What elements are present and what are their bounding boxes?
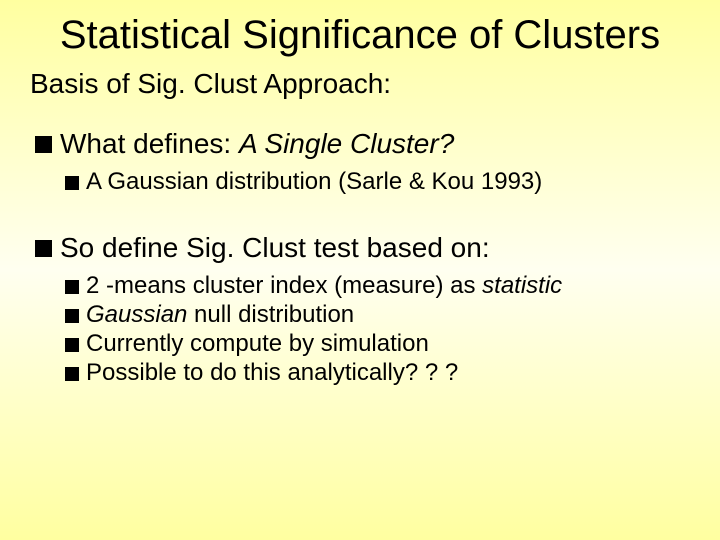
bullet-marker-icon [35, 136, 52, 153]
bullet-marker-icon [35, 240, 52, 257]
bullet-text: Gaussian null distribution [86, 301, 354, 329]
bullet-text: 2 -means cluster index (measure) as stat… [86, 272, 562, 300]
bullet-text-italic: statistic [482, 272, 562, 299]
bullet-level2: Possible to do this analytically? ? ? [65, 359, 685, 387]
bullet-marker-icon [65, 280, 79, 294]
slide-subtitle: Basis of Sig. Clust Approach: [30, 68, 685, 100]
bullet-marker-icon [65, 176, 79, 190]
spacer [35, 200, 685, 232]
bullet-text-part: What defines: [60, 128, 239, 159]
bullet-text-italic: A Single Cluster? [239, 128, 454, 159]
bullet-level1: What defines: A Single Cluster? [35, 128, 685, 160]
bullet-text: What defines: A Single Cluster? [60, 128, 454, 160]
bullet-text-part: null distribution [187, 301, 354, 328]
bullet-text-italic: Gaussian [86, 301, 187, 328]
bullet-level2: Gaussian null distribution [65, 301, 685, 329]
bullet-text: So define Sig. Clust test based on: [60, 232, 490, 264]
bullet-text: Currently compute by simulation [86, 330, 429, 358]
bullet-marker-icon [65, 309, 79, 323]
bullet-level2: A Gaussian distribution (Sarle & Kou 199… [65, 168, 685, 196]
slide-title: Statistical Significance of Clusters [35, 12, 685, 58]
bullet-marker-icon [65, 367, 79, 381]
bullet-text-part: 2 -means cluster index (measure) as [86, 272, 482, 299]
bullet-marker-icon [65, 338, 79, 352]
bullet-level1: So define Sig. Clust test based on: [35, 232, 685, 264]
bullet-level2: Currently compute by simulation [65, 330, 685, 358]
bullet-text: Possible to do this analytically? ? ? [86, 359, 458, 387]
bullet-text: A Gaussian distribution (Sarle & Kou 199… [86, 168, 542, 196]
bullet-level2: 2 -means cluster index (measure) as stat… [65, 272, 685, 300]
